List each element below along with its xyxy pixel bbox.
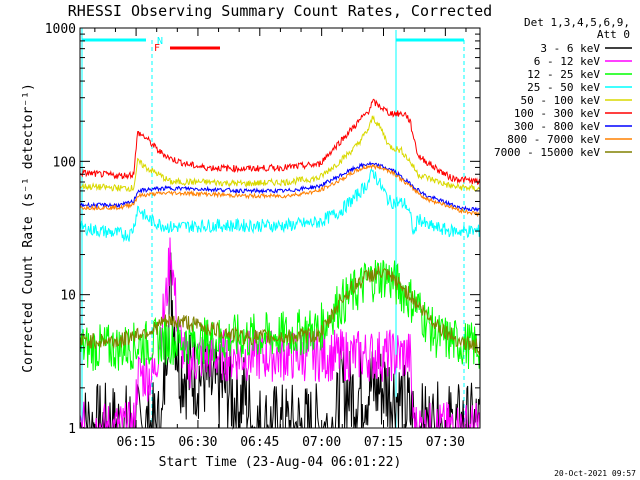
series-line-8	[79, 265, 481, 356]
y-tick-label: 10	[60, 289, 76, 304]
legend-header: Det 1,3,4,5,6,9,	[524, 16, 630, 29]
y-tick-label: 1000	[45, 22, 76, 37]
legend-entry-label: 3 - 6 keV	[540, 42, 600, 55]
footer-timestamp: 20-Oct-2021 09:57	[554, 469, 636, 478]
annotation-n: N	[157, 36, 163, 47]
legend-header: Att 0	[597, 28, 630, 41]
series-line-2	[79, 259, 481, 371]
legend-entry-label: 12 - 25 keV	[527, 68, 600, 81]
series-line-7	[79, 163, 481, 218]
legend-entry-label: 25 - 50 keV	[527, 81, 600, 94]
legend-entry-label: 50 - 100 keV	[521, 94, 601, 107]
x-tick-label: 06:15	[117, 435, 156, 450]
y-tick-label: 1	[68, 422, 76, 437]
x-tick-label: 07:00	[302, 435, 341, 450]
annotation-f: F	[154, 43, 160, 54]
series-line-6	[79, 160, 481, 212]
x-tick-label: 06:30	[178, 435, 217, 450]
y-axis-label: Corrected Count Rate (s⁻¹ detector⁻¹)	[21, 83, 36, 373]
legend-entry-label: 6 - 12 keV	[534, 55, 601, 68]
legend-entry-label: 800 - 7000 keV	[507, 133, 600, 146]
series-line-4	[79, 114, 481, 193]
series-line-5	[79, 98, 481, 186]
x-tick-label: 07:30	[426, 435, 465, 450]
x-tick-label: 06:45	[240, 435, 279, 450]
legend-entry-label: 300 - 800 keV	[514, 120, 600, 133]
y-tick-label: 100	[53, 155, 76, 170]
chart-title: RHESSI Observing Summary Count Rates, Co…	[68, 2, 492, 20]
series-line-3	[79, 168, 481, 243]
legend-entry-label: 7000 - 15000 keV	[494, 146, 600, 159]
x-axis: 06:15 06:30 06:45 07:00 07:15 07:30	[94, 28, 467, 450]
y-axis: 1 10 100 1000	[45, 22, 480, 437]
x-tick-label: 07:15	[364, 435, 403, 450]
legend-entry-label: 100 - 300 keV	[514, 107, 600, 120]
x-axis-label: Start Time (23-Aug-04 06:01:22)	[159, 455, 402, 470]
